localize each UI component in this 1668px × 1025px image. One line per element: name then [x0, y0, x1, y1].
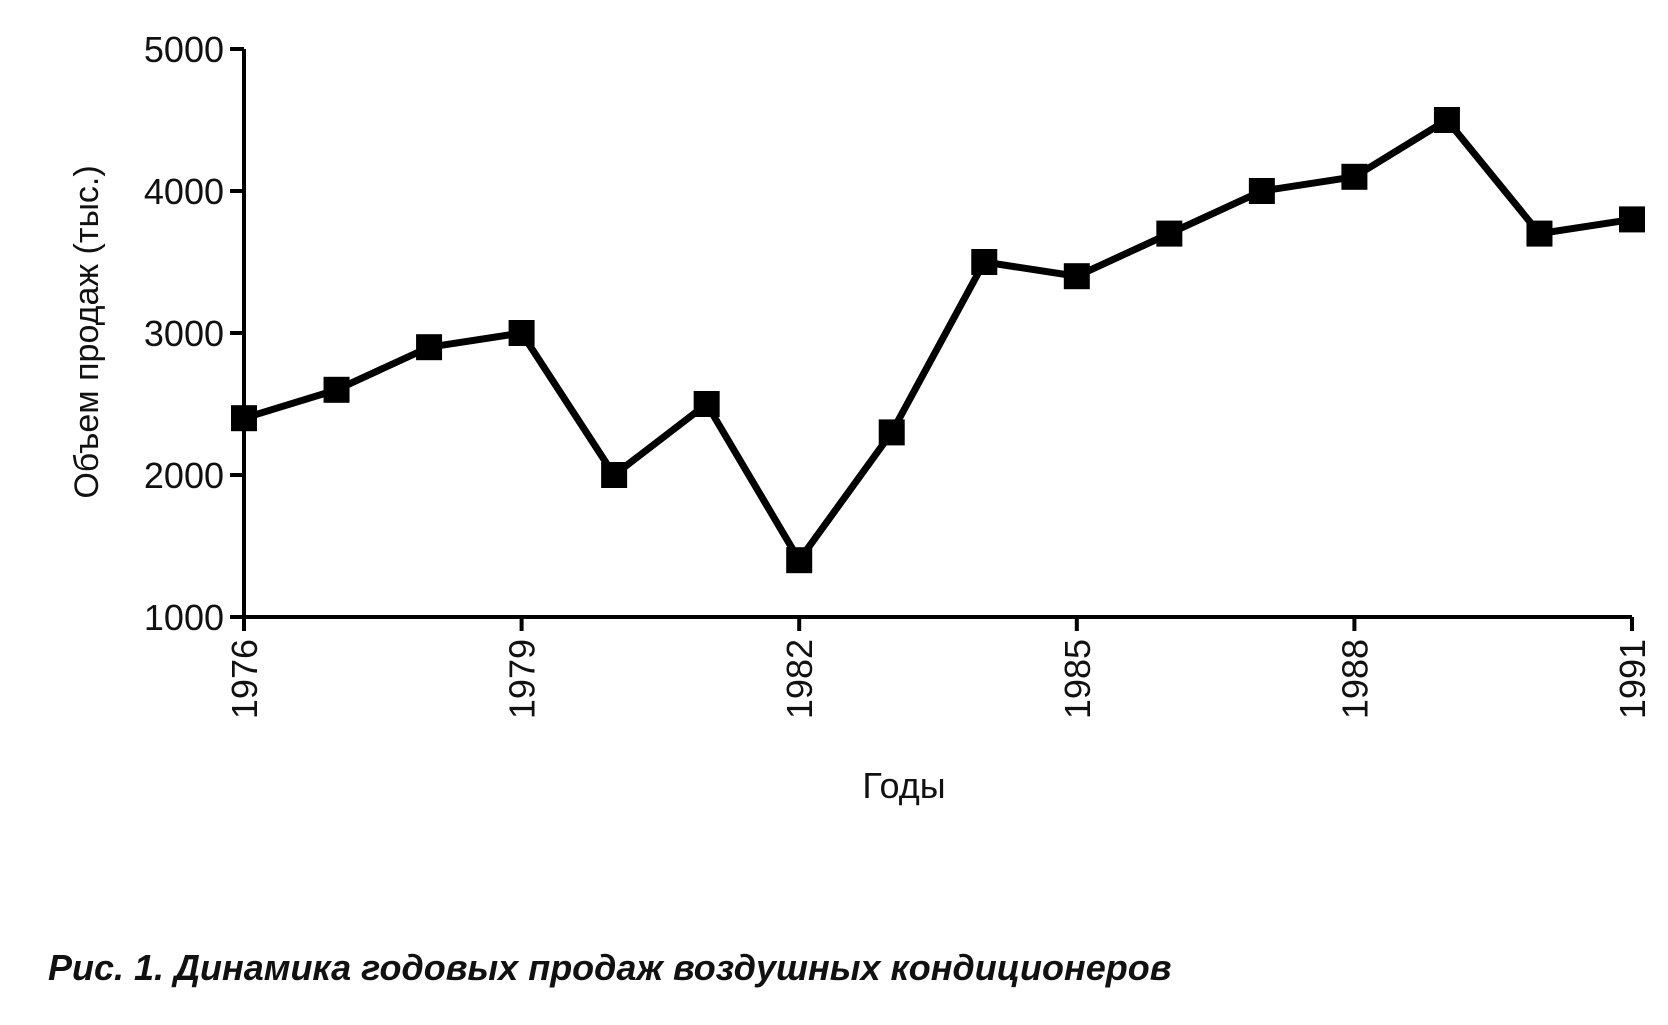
y-tick-label: 3000	[144, 313, 224, 354]
marker	[508, 320, 535, 346]
x-tick-label: 1982	[779, 639, 820, 719]
y-tick-label: 4000	[144, 171, 224, 212]
marker	[1526, 220, 1553, 247]
y-tick-label: 5000	[144, 29, 224, 70]
chart-title: Рис. 1. Динамика годовых продаж воздушны…	[48, 947, 1171, 988]
marker	[1063, 263, 1090, 290]
x-tick-label: 1991	[1612, 639, 1653, 719]
line	[242, 115, 1633, 567]
marker	[1433, 107, 1460, 133]
x-tick-label: 1979	[502, 639, 543, 719]
marker	[878, 419, 905, 446]
marker	[1341, 163, 1368, 190]
marker	[1248, 178, 1275, 204]
x-axis-label: Годы	[862, 765, 945, 806]
x-tick-label: 1988	[1334, 639, 1375, 719]
y-tick-label: 2000	[144, 455, 224, 496]
marker	[693, 391, 720, 417]
marker	[601, 462, 628, 488]
marker	[971, 249, 998, 275]
x-tick-label: 1976	[224, 639, 265, 719]
y-tick-label: 1000	[144, 597, 224, 638]
marker	[323, 376, 350, 403]
marker	[231, 405, 257, 432]
marker	[416, 334, 443, 361]
marker	[1619, 206, 1645, 233]
y-axis-label: Объем продаж (тыс.)	[68, 165, 106, 498]
marker	[786, 547, 813, 574]
x-tick-label: 1985	[1057, 639, 1098, 719]
marker	[1156, 220, 1183, 247]
